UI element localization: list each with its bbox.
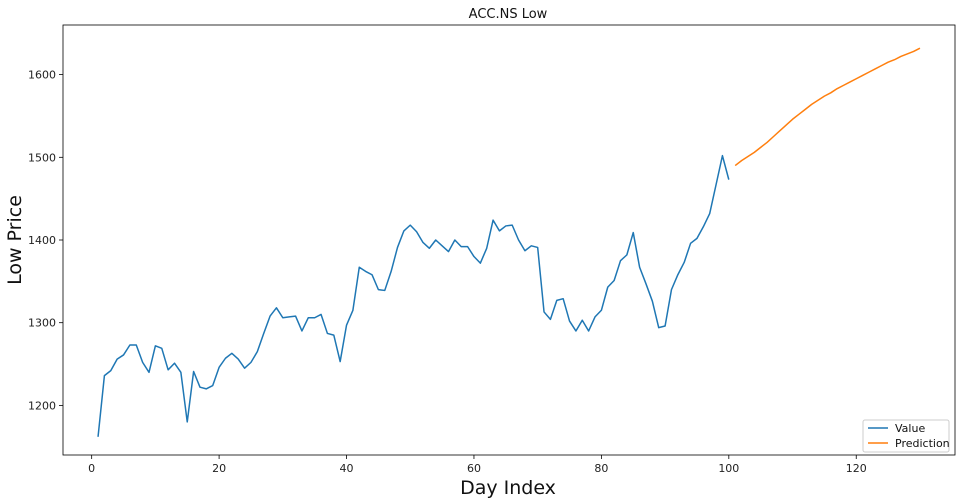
x-tick-label: 100 [718, 462, 739, 475]
x-tick-label: 20 [212, 462, 226, 475]
x-axis: 0 20 40 60 80 100 120 [88, 455, 867, 475]
legend-label-prediction: Prediction [895, 437, 950, 450]
x-tick-label: 0 [88, 462, 95, 475]
chart-title: ACC.NS Low [469, 7, 548, 22]
x-tick-label: 60 [467, 462, 481, 475]
x-tick-label: 120 [846, 462, 867, 475]
y-tick-label: 1500 [28, 151, 56, 164]
series-line-prediction [734, 47, 921, 167]
y-axis: 1200 1300 1400 1500 1600 [28, 69, 63, 412]
y-tick-label: 1600 [28, 69, 56, 82]
y-tick-label: 1400 [28, 234, 56, 247]
x-tick-label: 80 [594, 462, 608, 475]
x-tick-label: 40 [340, 462, 354, 475]
x-axis-label: Day Index [460, 477, 556, 499]
y-tick-label: 1200 [28, 399, 56, 412]
series-line-value [97, 154, 730, 437]
legend-label-value: Value [895, 422, 925, 435]
legend: Value Prediction [862, 419, 950, 453]
y-tick-label: 1300 [28, 317, 56, 330]
plot-area-frame [62, 24, 956, 456]
y-axis-label: Low Price [4, 195, 26, 285]
series-group [97, 47, 921, 437]
